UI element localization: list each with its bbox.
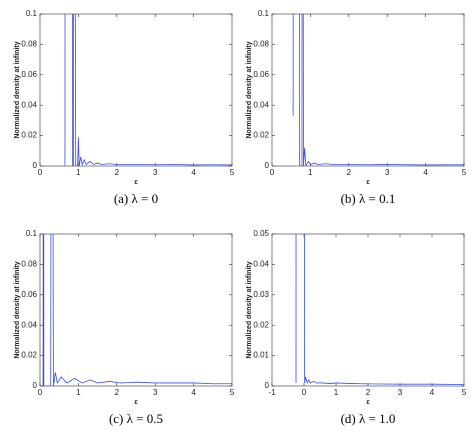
x-tick-label: 0 [38, 168, 43, 177]
x-tick-label: 2 [347, 168, 352, 177]
x-tick-label: 1 [308, 168, 313, 177]
x-tick-label: 4 [430, 388, 435, 397]
y-axis-label: Normalized density at infinity [246, 261, 253, 358]
y-tick-label: 0.01 [253, 351, 269, 360]
y-tick-label: 0.04 [253, 100, 269, 109]
y-axis-label: Normalized density at infinity [246, 41, 253, 138]
y-tick-label: 0 [33, 381, 38, 390]
plot-area [39, 13, 233, 167]
data-line [292, 14, 464, 166]
y-tick-label: 0.04 [253, 260, 269, 269]
y-tick-label: 0.04 [21, 320, 37, 329]
y-axis-label: Normalized density at infinity [14, 41, 21, 138]
y-tick-label: 0.08 [21, 40, 37, 49]
x-axis-label: ε [366, 179, 370, 186]
x-tick-label: 4 [423, 168, 428, 177]
y-tick-label: 0 [33, 161, 38, 170]
x-tick-label: 3 [153, 388, 158, 397]
subplot: 0 1 2 3 4 5 0 0.02 0.04 0.06 0.08 0.1 ε Normalized de… [14, 9, 235, 206]
y-tick-label: 0.08 [253, 40, 269, 49]
y-tick-label: 0.06 [21, 290, 37, 299]
x-tick-label: 5 [462, 388, 467, 397]
x-tick-label: 5 [230, 388, 235, 397]
subplot: 0 1 2 3 4 5 0 0.02 0.04 0.06 0.08 0.1 ε Normalized de… [246, 9, 467, 206]
x-tick-label: 0 [302, 388, 307, 397]
plot-area [271, 233, 465, 387]
y-tick-label: 0 [265, 161, 270, 170]
caption: (d) λ = 1.0 [341, 411, 396, 426]
y-tick-label: 0.06 [253, 70, 269, 79]
x-tick-label: 0 [38, 388, 43, 397]
x-tick-label: 1 [334, 388, 339, 397]
y-axis-label: Normalized density at infinity [14, 261, 21, 358]
data-line [42, 234, 232, 386]
x-tick-label: 2 [115, 388, 120, 397]
y-tick-label: 0.08 [21, 260, 37, 269]
y-tick-label: 0.02 [21, 131, 37, 140]
plot-area [39, 233, 233, 387]
caption: (b) λ = 0.1 [341, 191, 396, 206]
caption: (c) λ = 0.5 [109, 411, 163, 426]
x-axis-label: ε [366, 399, 370, 406]
x-tick-label: 0 [270, 168, 275, 177]
y-tick-label: 0.1 [258, 9, 270, 18]
y-tick-label: 0.1 [26, 9, 38, 18]
x-tick-label: 5 [230, 168, 235, 177]
data-line [295, 234, 464, 385]
y-tick-label: 0.02 [253, 320, 269, 329]
x-tick-label: 3 [398, 388, 403, 397]
x-tick-label: 1 [76, 388, 81, 397]
caption: (a) λ = 0 [114, 191, 158, 206]
x-axis-label: ε [134, 179, 138, 186]
x-tick-label: 5 [462, 168, 467, 177]
y-tick-label: 0.06 [21, 70, 37, 79]
subplot: -1 0 1 2 3 4 500.010.020.030.040.05εNormalized… [246, 229, 467, 426]
y-tick-label: 0.05 [253, 229, 269, 238]
x-tick-label: 1 [76, 168, 81, 177]
x-tick-label: 3 [385, 168, 390, 177]
x-axis-label: ε [134, 399, 138, 406]
data-line [64, 14, 232, 166]
y-tick-label: 0.02 [253, 131, 269, 140]
x-tick-label: 2 [115, 168, 120, 177]
y-tick-label: 0 [265, 381, 270, 390]
x-tick-label: -1 [268, 388, 276, 397]
x-tick-label: 4 [191, 168, 196, 177]
x-tick-label: 3 [153, 168, 158, 177]
plot-area [271, 13, 465, 167]
y-tick-label: 0.04 [21, 100, 37, 109]
x-tick-label: 2 [366, 388, 371, 397]
x-tick-label: 4 [191, 388, 196, 397]
y-tick-label: 0.02 [21, 351, 37, 360]
y-tick-label: 0.1 [26, 229, 38, 238]
y-tick-label: 0.03 [253, 290, 269, 299]
subplot: 0 1 2 3 4 5 0 0.02 0.04 0.06 0.08 0.1 ε Normalized de… [14, 229, 235, 426]
